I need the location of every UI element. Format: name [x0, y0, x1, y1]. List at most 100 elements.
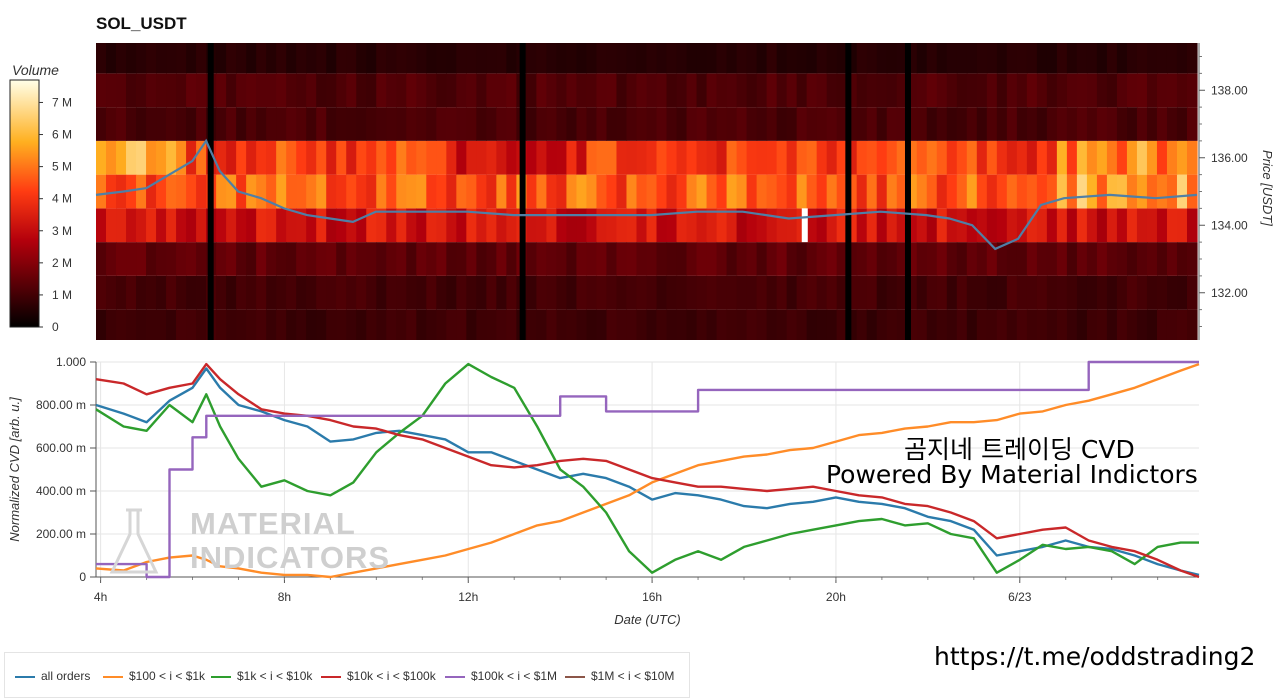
heatmap-cell — [256, 174, 267, 209]
legend-item-10k-100k[interactable]: $10k < i < $100k — [321, 669, 436, 683]
heatmap-cell — [956, 43, 968, 74]
heatmap-cell — [596, 43, 608, 74]
heatmap-cell — [216, 309, 227, 340]
heatmap-cell — [466, 174, 477, 209]
heatmap-cell — [296, 107, 307, 141]
heatmap-cell — [586, 140, 598, 175]
heatmap-cell — [526, 309, 537, 340]
heatmap-cell — [646, 43, 658, 74]
heatmap-cell — [696, 73, 708, 108]
heatmap-cell — [966, 73, 978, 108]
legend-swatch — [565, 675, 585, 678]
heatmap-cell — [1006, 140, 1018, 175]
heatmap-cell — [776, 174, 788, 209]
heatmap-cell — [1146, 208, 1158, 243]
heatmap-cell — [176, 275, 187, 310]
heatmap-cell — [116, 73, 127, 108]
heatmap-cell — [196, 208, 207, 243]
heatmap-cell — [746, 174, 758, 209]
heatmap-cell — [1066, 73, 1078, 108]
heatmap-cell — [266, 242, 277, 276]
heatmap-cell — [526, 107, 537, 141]
legend-item-1m-10m[interactable]: $1M < i < $10M — [565, 669, 674, 683]
heatmap-cell — [1176, 242, 1188, 276]
heatmap-cell — [1066, 208, 1078, 243]
heatmap-cell — [296, 309, 307, 340]
heatmap-cell — [796, 275, 808, 310]
heatmap-cell — [136, 275, 147, 310]
legend-item-all-orders[interactable]: all orders — [15, 669, 90, 683]
heatmap-cell — [126, 140, 137, 175]
heatmap-cell — [316, 140, 327, 175]
heatmap-cell — [606, 107, 618, 141]
heatmap-cell — [156, 174, 167, 209]
heatmap-cell — [496, 174, 507, 209]
heatmap-cell — [626, 73, 638, 108]
legend-swatch — [15, 675, 35, 678]
overlay-title: 곰지네 트레이딩 CVD — [904, 435, 1135, 464]
heatmap-cell — [486, 107, 497, 141]
heatmap-cell — [746, 208, 758, 243]
heatmap-cell — [336, 309, 347, 340]
heatmap-cell — [106, 174, 117, 209]
heatmap-cell — [1106, 275, 1118, 310]
colorbar: 0 1 M 2 M 3 M 4 M 5 M 6 M 7 M — [9, 79, 72, 334]
heatmap-cell — [456, 174, 467, 209]
heatmap-cell — [926, 242, 938, 276]
telegram-link[interactable]: https://t.me/oddstrading2 — [934, 642, 1256, 671]
heatmap-cell — [736, 242, 748, 276]
heatmap-cell — [816, 140, 828, 175]
heatmap-cell — [1086, 140, 1098, 175]
heatmap-cell — [826, 208, 838, 243]
heatmap-cell — [556, 275, 568, 310]
heatmap-cell — [426, 107, 437, 141]
heatmap-cell — [566, 174, 578, 209]
heatmap-cell — [226, 174, 237, 209]
heatmap-cell — [796, 174, 808, 209]
legend-item-1k-10k[interactable]: $1k < i < $10k — [211, 669, 312, 683]
heatmap-cell — [1136, 309, 1148, 340]
heatmap-cell — [876, 309, 888, 340]
heatmap-cell — [666, 208, 678, 243]
heatmap-cell — [396, 309, 407, 340]
heatmap-cell — [696, 43, 708, 74]
chart-title: SOL_USDT — [96, 14, 187, 33]
heatmap-cell — [1176, 208, 1188, 243]
heatmap-cell — [526, 275, 537, 310]
heatmap-cell — [726, 107, 738, 141]
legend-label: all orders — [41, 669, 91, 683]
heatmap-cell — [836, 309, 848, 340]
heatmap-cell — [646, 309, 658, 340]
heatmap-cell — [1016, 43, 1028, 74]
heatmap-cell — [266, 309, 277, 340]
legend-item-100k-1m[interactable]: $100k < i < $1M — [445, 669, 557, 683]
heatmap-cell — [186, 275, 197, 310]
heatmap-cell — [1156, 43, 1168, 74]
heatmap-cell — [906, 174, 918, 209]
heatmap-cell — [676, 309, 688, 340]
heatmap-cell — [186, 242, 197, 276]
heatmap-cell — [446, 275, 457, 310]
heatmap-cell — [1126, 73, 1138, 108]
heatmap-cell — [246, 140, 257, 175]
heatmap-cell — [1156, 73, 1168, 108]
heatmap-cell — [196, 242, 207, 276]
heatmap-cell — [1016, 174, 1028, 209]
heatmap-cell — [916, 174, 928, 209]
heatmap-cell — [416, 43, 427, 74]
heatmap-cell — [576, 208, 588, 243]
heatmap-cell — [126, 73, 137, 108]
heatmap-cell — [836, 43, 848, 74]
heatmap-cell — [1126, 275, 1138, 310]
heatmap-cell — [1036, 174, 1048, 209]
heatmap-gap — [207, 43, 214, 340]
heatmap-cell — [186, 208, 197, 243]
heatmap-cell — [326, 140, 337, 175]
heatmap-cell — [1106, 140, 1118, 175]
heatmap-cell — [866, 107, 878, 141]
heatmap-cell — [596, 174, 608, 209]
legend-item-100-1k[interactable]: $100 < i < $1k — [103, 669, 205, 683]
heatmap-cell — [156, 140, 167, 175]
heatmap-cell — [976, 43, 988, 74]
y-tick-label: 600.00 m — [36, 441, 86, 455]
